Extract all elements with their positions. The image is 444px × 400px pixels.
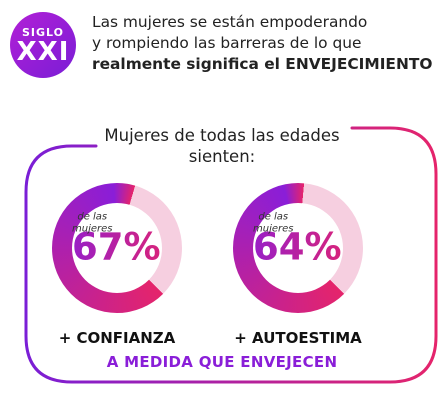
footer-tagline: A MEDIDA QUE ENVEJECEN: [106, 353, 338, 371]
caption-line2: mujeres: [253, 223, 294, 235]
badge-line2: XXI: [16, 37, 70, 67]
subtitle-line1: Mujeres de todas las edades: [104, 126, 340, 145]
headline: Las mujeres se están empoderando y rompi…: [92, 12, 438, 75]
donut-autoestima: 64% de las mujeres: [206, 156, 390, 340]
donut-confianza: 67% de las mujeres: [25, 156, 209, 340]
percent-caption-confianza: de las mujeres: [27, 211, 157, 235]
caption-line2: mujeres: [72, 223, 113, 235]
percent-caption-autoestima: de las mujeres: [208, 211, 338, 235]
badge-line1: SIGLO: [21, 26, 64, 39]
subtitle-line2: sienten:: [188, 147, 256, 166]
headline-line2: y rompiendo las barreras de lo que: [92, 34, 362, 52]
caption-line1: de las: [77, 211, 108, 223]
subtitle: Mujeres de todas las edades sienten:: [0, 125, 444, 167]
headline-line1: Las mujeres se están empoderando: [92, 13, 368, 31]
label-confianza: + CONFIANZA: [58, 329, 176, 347]
siglo-xxi-badge: SIGLO XXI: [10, 12, 76, 78]
headline-line3: realmente significa el ENVEJECIMIENTO: [92, 55, 433, 73]
label-autoestima: + AUTOESTIMA: [234, 329, 362, 347]
caption-line1: de las: [258, 211, 289, 223]
